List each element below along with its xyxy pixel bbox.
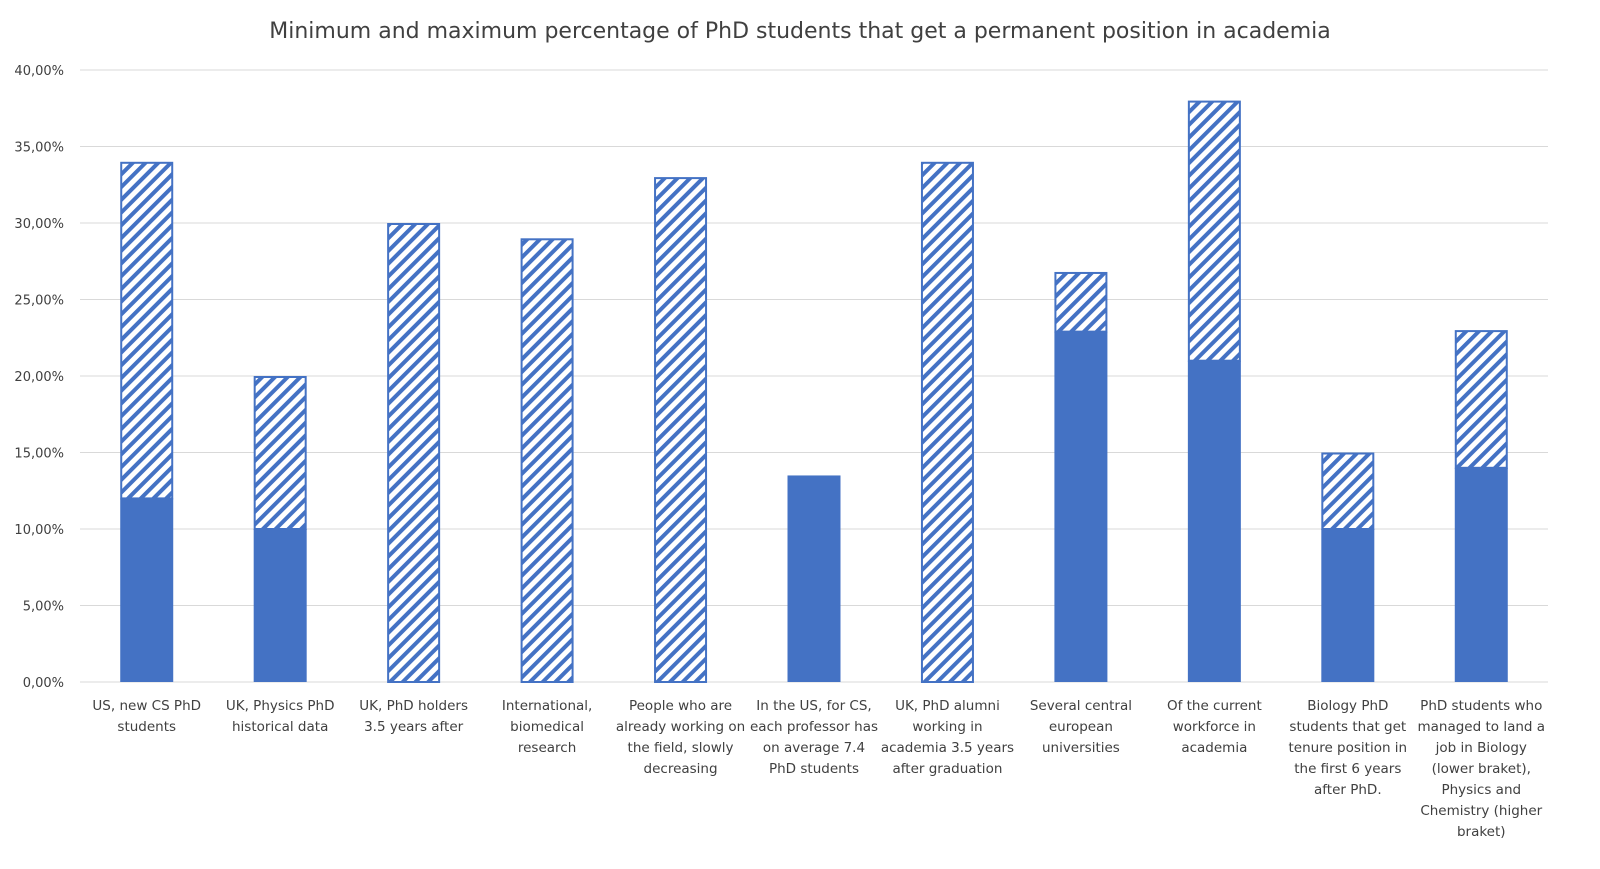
x-tick-label: Of the current workforce in academia	[1167, 698, 1262, 756]
bar-range-maximum	[1054, 271, 1108, 333]
y-tick-label: 30,00%	[14, 217, 64, 232]
x-tick-label: In the US, for CS, each professor has on a…	[750, 698, 878, 777]
y-tick-label: 0,00%	[23, 676, 64, 691]
x-axis-labels: US, new CS PhD students UK, Physics PhD his…	[92, 698, 1545, 840]
bar-minimum	[253, 529, 307, 682]
y-tick-label: 20,00%	[14, 370, 64, 385]
bar-range-maximum	[1187, 100, 1241, 362]
bar-range-maximum	[520, 238, 574, 684]
chart-title: Minimum and maximum percentage of PhD st…	[269, 19, 1330, 44]
y-tick-label: 35,00%	[14, 141, 64, 156]
bar-range-maximum	[120, 161, 174, 500]
y-tick-label: 5,00%	[23, 600, 64, 615]
bar-minimum	[1321, 529, 1375, 682]
y-tick-label: 40,00%	[14, 64, 64, 79]
y-tick-label: 10,00%	[14, 523, 64, 538]
x-tick-label: UK, PhD alumni working in academia 3.5 yea…	[881, 698, 1014, 777]
x-tick-label: UK, PhD holders 3.5 years after	[359, 698, 468, 735]
x-tick-label: UK, Physics PhD historical data	[226, 698, 335, 735]
x-tick-label: Biology PhD students that get tenure posit…	[1288, 698, 1407, 798]
bar-minimum	[1187, 360, 1241, 682]
y-tick-label: 15,00%	[14, 447, 64, 462]
x-tick-label: PhD students who managed to land a job in …	[1417, 698, 1545, 840]
bar-range-maximum	[920, 161, 974, 684]
bar-range-maximum	[654, 177, 708, 683]
bar-minimum	[787, 475, 841, 682]
bars	[120, 100, 1508, 684]
bar-range-maximum	[1454, 330, 1508, 469]
bar-range-maximum	[387, 223, 441, 683]
bar-minimum	[1454, 467, 1508, 682]
x-tick-label: People who are already working on the fiel…	[616, 698, 745, 777]
y-tick-label: 25,00%	[14, 294, 64, 309]
x-tick-label: Several central european universities	[1030, 698, 1132, 756]
x-tick-label: International, biomedical research	[502, 698, 592, 756]
gridlines	[80, 69, 1548, 683]
bar-range-maximum	[253, 376, 307, 530]
bar-range-maximum	[1321, 452, 1375, 530]
x-tick-label: US, new CS PhD students	[92, 698, 201, 735]
y-axis-ticks: 0,00% 5,00% 10,00% 15,00% 20,00% 25,00% 30,00%…	[14, 64, 64, 691]
bar-minimum	[1054, 331, 1108, 682]
bar-minimum	[120, 498, 174, 682]
